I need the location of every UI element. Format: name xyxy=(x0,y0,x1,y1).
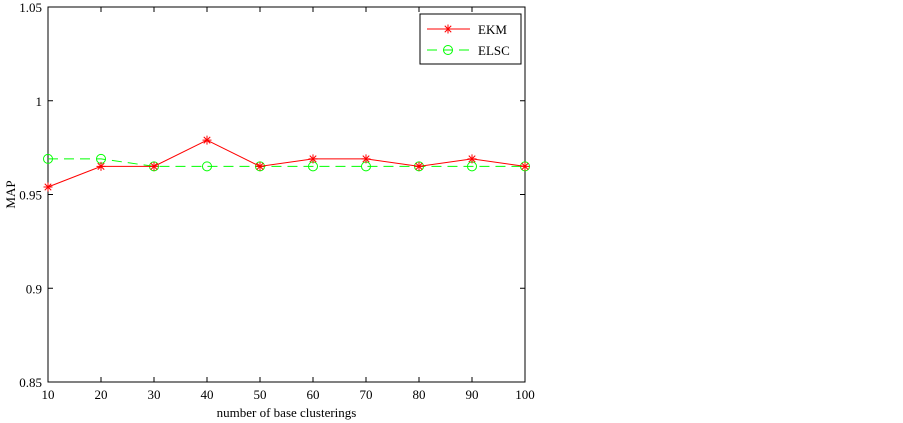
asterisk-stroke xyxy=(444,25,452,33)
data-point-ekm xyxy=(149,161,159,171)
asterisk-stroke xyxy=(203,136,211,144)
data-point-ekm xyxy=(467,154,477,164)
data-point-ekm xyxy=(43,182,53,192)
y-tick-label: 1 xyxy=(36,94,43,109)
x-axis-label: number of base clusterings xyxy=(217,405,357,420)
x-tick-label: 40 xyxy=(201,387,214,402)
x-tick-label: 100 xyxy=(515,387,535,402)
x-tick-label: 80 xyxy=(413,387,426,402)
series-line-ekm xyxy=(47,139,526,188)
y-tick-label: 1.05 xyxy=(19,0,42,15)
x-tick-label: 70 xyxy=(360,387,373,402)
x-tick-label: 20 xyxy=(95,387,108,402)
legend-label-elsc: ELSC xyxy=(478,43,510,58)
x-tick-label: 30 xyxy=(148,387,161,402)
asterisk-stroke xyxy=(468,155,476,163)
plot-area xyxy=(47,6,526,383)
y-axis-label: MAP xyxy=(3,180,18,208)
data-point-ekm xyxy=(202,135,212,145)
asterisk-stroke xyxy=(97,162,105,170)
y-tick-label: 0.9 xyxy=(26,281,42,296)
legend-marker-ekm xyxy=(443,24,453,34)
legend-label-ekm: EKM xyxy=(478,22,507,37)
asterisk-stroke xyxy=(150,162,158,170)
asterisk-stroke xyxy=(521,162,529,170)
data-point-elsc xyxy=(43,153,53,164)
series-layer xyxy=(43,135,530,192)
data-point-ekm xyxy=(414,161,424,171)
asterisk-stroke xyxy=(256,162,264,170)
y-tick-label: 0.95 xyxy=(19,188,42,203)
data-point-ekm xyxy=(361,154,371,164)
x-tick-label: 10 xyxy=(42,387,55,402)
data-point-elsc xyxy=(202,161,212,172)
data-point-ekm xyxy=(520,161,530,171)
asterisk-stroke xyxy=(309,155,317,163)
asterisk-stroke xyxy=(415,162,423,170)
legend-marker-elsc xyxy=(443,45,453,55)
data-point-ekm xyxy=(96,161,106,171)
data-point-ekm xyxy=(308,154,318,164)
plot-frame xyxy=(47,6,526,383)
asterisk-stroke xyxy=(44,183,52,191)
data-point-ekm xyxy=(255,161,265,171)
legend: EKM ELSC xyxy=(419,13,522,65)
x-tick-label: 90 xyxy=(466,387,479,402)
ticks-layer: 10 20 30 40 50 60 70 80 90 100 0.85 0.9 0.95 1 1.05 xyxy=(19,0,535,402)
asterisk-stroke xyxy=(362,155,370,163)
legend-box xyxy=(419,13,522,65)
y-tick-label: 0.85 xyxy=(19,375,42,390)
x-tick-label: 50 xyxy=(254,387,267,402)
x-tick-label: 60 xyxy=(307,387,320,402)
